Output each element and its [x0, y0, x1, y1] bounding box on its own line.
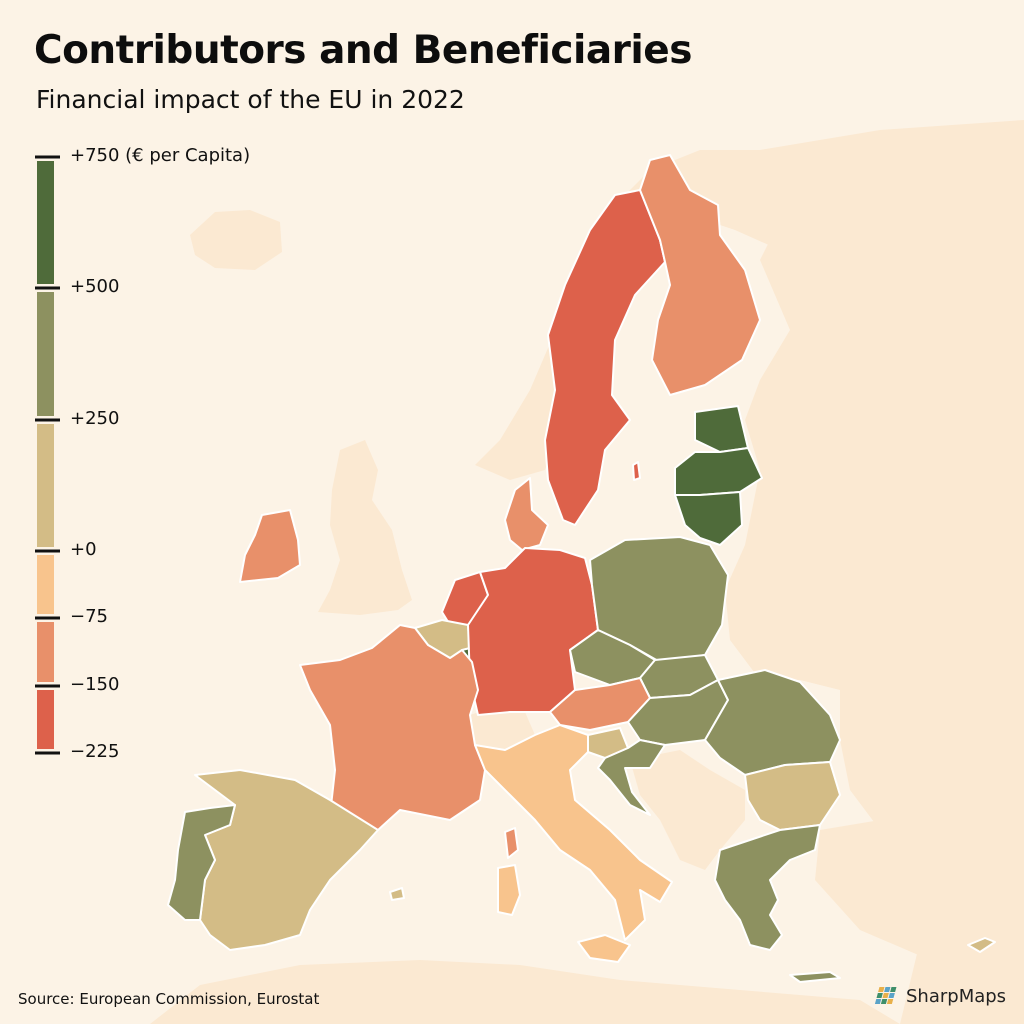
- country-germany: [467, 547, 599, 716]
- legend-label: +250: [70, 408, 120, 429]
- eastern-europe-shape: [725, 120, 1024, 1024]
- country-france: [299, 624, 486, 831]
- legend-label: +500: [70, 276, 120, 297]
- country-estonia: [694, 405, 749, 453]
- legend-bar: [35, 155, 60, 755]
- iceland-shape: [190, 210, 282, 270]
- eu-countries: [167, 154, 996, 983]
- legend-swatch: [37, 161, 54, 284]
- country-italy: [474, 724, 673, 941]
- legend-label: +750 (€ per Capita): [70, 145, 251, 166]
- country-poland: [589, 536, 729, 663]
- legend-tick: [35, 286, 60, 290]
- country-sweden-gotland: [632, 461, 641, 481]
- brand-name: SharpMaps: [906, 985, 1007, 1007]
- country-croatia: [597, 739, 666, 816]
- legend-tick: [35, 549, 60, 553]
- country-ireland: [239, 509, 301, 583]
- country-finland: [639, 154, 761, 396]
- brand: SharpMaps: [874, 985, 1006, 1007]
- map-title: Contributors and Beneficiaries: [34, 28, 692, 73]
- sharpmaps-logo-icon: [874, 987, 897, 1004]
- country-latvia: [674, 447, 763, 496]
- legend-tick: [35, 751, 60, 755]
- legend-swatch: [37, 622, 54, 682]
- britain-shape: [318, 440, 412, 615]
- map-subtitle: Financial impact of the EU in 2022: [36, 85, 465, 114]
- balkans-shape: [630, 750, 745, 870]
- country-sweden: [544, 189, 666, 526]
- legend-label: −75: [70, 606, 108, 627]
- country-italy-sicily: [577, 934, 631, 963]
- north-africa-shape: [150, 960, 900, 1024]
- legend-tick: [35, 684, 60, 688]
- legend-swatch: [37, 424, 54, 547]
- legend-swatch: [37, 690, 54, 749]
- legend-swatch: [37, 292, 54, 416]
- country-lithuania: [674, 491, 743, 546]
- turkey-shape: [815, 820, 1024, 980]
- legend-label: −150: [70, 674, 120, 695]
- country-france-corsica: [504, 827, 519, 859]
- country-bulgaria: [744, 761, 841, 831]
- country-greece: [714, 824, 821, 951]
- legend-tick: [35, 418, 60, 422]
- legend-label: −225: [70, 741, 120, 762]
- country-cyprus: [967, 937, 996, 953]
- legend-swatch: [37, 555, 54, 614]
- country-greece-crete: [789, 971, 841, 983]
- legend-label: +0: [70, 539, 97, 560]
- legend-tick: [35, 616, 60, 620]
- source-note: Source: European Commission, Eurostat: [18, 990, 320, 1008]
- country-italy-sardinia: [497, 864, 521, 916]
- switzerland-shape: [470, 705, 535, 750]
- legend-tick: [35, 155, 60, 159]
- country-denmark: [504, 477, 549, 551]
- country-romania: [704, 669, 841, 776]
- country-spain-balearics: [389, 887, 405, 901]
- country-portugal: [167, 804, 236, 921]
